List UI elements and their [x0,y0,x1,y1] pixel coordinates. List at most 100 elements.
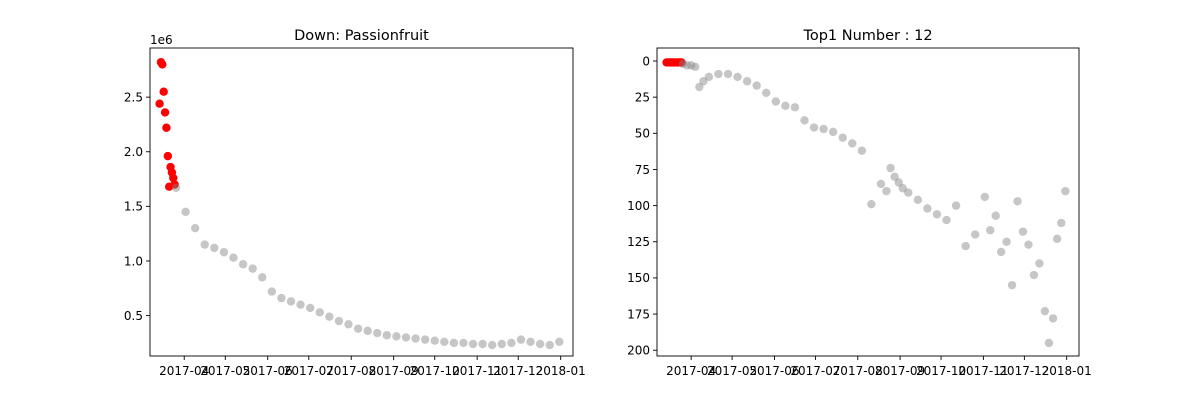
left-y-tick-label: 1.5 [124,200,143,214]
left-series-1-point [190,224,200,233]
right-series-1-point [894,178,903,187]
right-chart-panel: Top1 Number : 12 2017-042017-052017-0620… [627,28,1092,378]
right-series-1-point [848,139,857,148]
right-series-1-point [996,247,1006,257]
left-x-tick-label: 2017-12 [493,364,543,378]
right-series-1-point [1040,306,1050,316]
left-chart-title: Down: Passionfruit [294,28,429,44]
right-x-tick-label: 2017-08 [833,364,883,378]
left-chart-panel: Down: Passionfruit 1e6 2017-042017-05201… [124,28,586,378]
left-series-0-point [162,123,171,132]
left-series-1-point [478,339,487,349]
left-series-1-point [401,333,411,342]
left-x-tick-label: 2017-08 [326,364,376,378]
left-series-1-point [382,331,392,340]
left-series-1-point [171,183,181,192]
right-series-1-point [882,186,891,196]
right-series-1-point [942,215,951,225]
left-series-0-point [163,151,172,161]
right-x-tick-label: 2017-10 [916,364,966,378]
right-series-1-point [923,204,932,213]
right-series-1-point [771,97,781,106]
right-x-tick-label: 2017-09 [875,364,925,378]
right-series-1-point [1002,237,1011,246]
right-series-1-point [809,123,819,132]
right-series-1-point [986,226,995,235]
right-series-1-point [904,188,913,197]
left-x-tick-label: 2017-06 [243,364,293,378]
right-series-1-point [682,61,692,70]
right-series-1-point [991,211,1000,220]
left-series-1-point [229,253,238,262]
left-series-0-point [155,99,164,108]
right-series-1-point [1048,314,1058,323]
right-series-1-point [876,179,886,189]
left-series-1-point [555,337,564,346]
left-series-0-point [170,180,179,189]
right-series-1-point [980,192,989,202]
left-x-tick-label: 2017-04 [159,364,209,378]
right-series-1-point [1044,338,1054,348]
left-plot-area: 2017-042017-052017-062017-072017-082017-… [124,58,586,378]
right-x-tick-label: 2017-07 [790,364,840,378]
left-x-tick-label: 2017-11 [452,364,502,378]
right-series-1-point [961,241,970,251]
left-series-1-point [449,338,459,348]
left-x-tick-label: 2017-05 [200,364,250,378]
right-x-tick-label: 2017-06 [749,364,799,378]
right-series-1-point [886,163,895,173]
left-series-1-point [373,328,382,338]
right-series-1-point [1029,270,1039,280]
left-series-1-point [210,243,219,253]
left-series-1-point [526,337,535,346]
right-series-1-point [723,69,733,79]
left-series-0-point [160,108,170,117]
left-series-1-point [344,320,353,329]
left-series-1-point [363,326,372,336]
right-series-1-point [695,82,704,92]
right-y-tick-label: 150 [627,271,650,285]
right-series-0-point [677,58,686,67]
right-series-1-point [951,201,961,210]
right-series-1-point [691,62,700,71]
right-chart-title: Top1 Number : 12 [802,28,932,44]
right-y-tick-label: 125 [627,235,650,249]
left-y-tick-label: 2.0 [124,145,143,159]
left-series-1-point [497,339,507,349]
right-series-1-point [898,184,908,193]
left-series-1-point [353,324,363,333]
right-series-1-point [686,61,696,70]
left-series-0-point [169,173,178,183]
right-y-tick-label: 175 [627,307,650,321]
right-series-1-point [762,88,771,98]
left-series-1-point [488,340,497,350]
right-axes-frame [656,47,1080,357]
left-series-1-point [277,293,286,303]
left-series-1-point [420,335,430,344]
left-series-1-point [507,338,516,348]
right-x-tick-label: 2017-05 [707,364,757,378]
right-y-tick-label: 75 [635,163,650,177]
left-series-1-point [468,339,478,349]
left-x-tick-label: 2017-09 [369,364,419,378]
left-series-1-point [535,339,545,349]
left-y-tick-label: 1.0 [124,254,143,268]
right-series-1-point [819,124,828,134]
left-series-1-point [315,308,324,317]
right-series-1-point [790,103,800,112]
right-series-1-point [857,146,867,155]
right-series-1-point [733,72,742,82]
right-y-tick-label: 50 [635,127,650,141]
right-series-1-point [752,81,761,90]
left-series-1-point [238,260,248,269]
left-y-tick-label: 0.5 [124,309,143,323]
right-series-1-point [1013,197,1022,206]
left-series-1-point [200,240,209,249]
right-y-tick-label: 200 [627,344,650,358]
left-y-scale-label: 1e6 [150,33,173,47]
left-y-tick-label: 2.5 [124,90,143,104]
right-series-1-point [890,172,899,181]
left-series-1-point [305,303,315,313]
right-series-1-point [1035,259,1044,268]
